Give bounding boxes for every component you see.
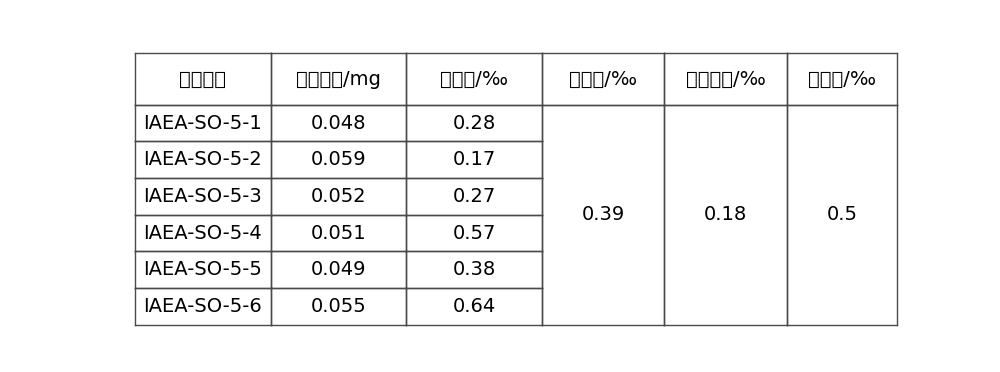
Text: 样品名称: 样品名称 — [179, 70, 226, 89]
Text: 0.38: 0.38 — [453, 260, 496, 279]
Text: 样品质量/mg: 样品质量/mg — [296, 70, 381, 89]
Text: 0.059: 0.059 — [311, 150, 366, 169]
Text: 0.64: 0.64 — [453, 297, 496, 316]
Text: 0.28: 0.28 — [453, 113, 496, 133]
Text: IAEA-SO-5-6: IAEA-SO-5-6 — [144, 297, 262, 316]
Text: 0.5: 0.5 — [826, 205, 857, 224]
Text: 0.055: 0.055 — [311, 297, 366, 316]
Text: 0.27: 0.27 — [453, 187, 496, 206]
Text: IAEA-SO-5-1: IAEA-SO-5-1 — [144, 113, 262, 133]
Text: 0.18: 0.18 — [704, 205, 747, 224]
Text: 0.57: 0.57 — [452, 224, 496, 243]
Text: 标准偏差/‰: 标准偏差/‰ — [686, 70, 766, 89]
Text: IAEA-SO-5-5: IAEA-SO-5-5 — [143, 260, 262, 279]
Text: IAEA-SO-5-3: IAEA-SO-5-3 — [144, 187, 262, 206]
Text: 0.39: 0.39 — [582, 205, 625, 224]
Text: 真实值/‰: 真实值/‰ — [808, 70, 876, 89]
Text: 0.049: 0.049 — [311, 260, 366, 279]
Text: IAEA-SO-5-2: IAEA-SO-5-2 — [144, 150, 262, 169]
Text: 0.052: 0.052 — [311, 187, 366, 206]
Text: 0.17: 0.17 — [453, 150, 496, 169]
Text: IAEA-SO-5-4: IAEA-SO-5-4 — [144, 224, 262, 243]
Text: 平均值/‰: 平均值/‰ — [569, 70, 637, 89]
Text: 测试值/‰: 测试值/‰ — [440, 70, 508, 89]
Text: 0.048: 0.048 — [311, 113, 366, 133]
Text: 0.051: 0.051 — [311, 224, 366, 243]
